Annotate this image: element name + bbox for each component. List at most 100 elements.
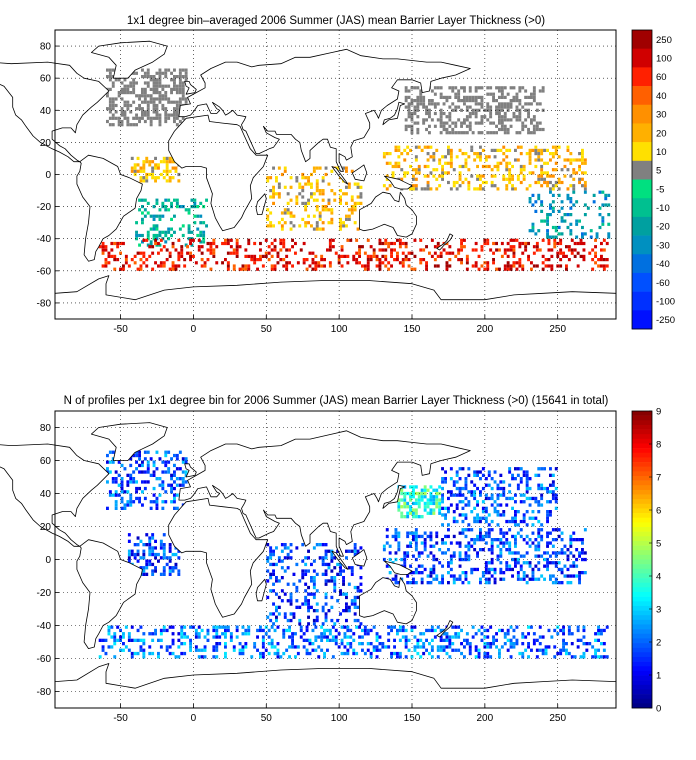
data-cell [403,501,407,506]
data-cell [136,536,140,540]
data-cell [412,168,415,172]
data-cell [467,541,471,545]
data-cell [445,651,449,656]
data-cell [493,184,497,188]
data-cell [124,625,128,629]
australia-outline [359,577,417,625]
data-cell [439,251,443,255]
data-cell [282,258,286,262]
colorbar-segment [632,633,652,639]
data-cell [393,248,396,252]
data-cell [294,645,297,649]
data-cell [447,152,450,156]
data-cell [170,490,173,494]
data-cell [461,581,465,585]
data-cell [444,534,447,539]
data-cell [480,121,484,125]
data-cell [221,625,224,629]
data-cell [304,599,308,603]
data-cell [554,581,558,585]
data-cell [581,538,584,542]
data-cell [127,632,131,636]
data-cell [512,254,516,258]
data-cell [282,628,286,633]
data-cell [540,168,544,172]
data-cell [505,155,509,159]
data-cell [123,110,127,114]
data-cell [448,95,452,99]
data-cell [409,164,412,169]
data-cell [553,628,557,633]
data-cell [531,567,535,572]
data-cell [581,235,584,239]
data-cell [289,211,293,215]
data-cell [480,95,484,99]
data-cell [178,227,182,231]
data-cell [202,240,206,244]
data-cell [554,152,558,156]
data-cell [355,651,359,656]
data-cell [317,645,321,649]
data-cell [422,651,426,656]
data-cell [516,523,520,527]
data-cell [534,577,538,581]
data-cell [499,551,503,555]
data-cell [154,628,157,633]
data-cell [330,189,334,193]
colorbar-segment [632,564,652,570]
data-cell [438,184,442,188]
data-cell [124,258,128,262]
data-cell [439,124,443,128]
data-cell [272,562,275,567]
data-cell [461,513,465,517]
data-cell [168,254,172,258]
data-cell [151,552,155,557]
data-cell [353,208,357,212]
data-cell [447,561,450,565]
data-cell [506,92,510,96]
data-cell [143,208,147,212]
data-cell [528,544,532,548]
data-cell [484,516,488,520]
data-cell [111,68,115,72]
data-cell [525,470,529,474]
data-cell [527,241,530,246]
data-cell [569,174,573,178]
data-cell [135,237,138,241]
data-cell [454,625,458,629]
data-cell [416,131,420,135]
data-cell [476,155,479,159]
data-cell [168,160,172,164]
data-cell [145,172,149,177]
data-cell [126,100,130,104]
data-cell [455,503,459,507]
data-cell [560,531,564,535]
data-cell [127,264,131,268]
data-cell [551,544,555,548]
data-cell [138,453,141,458]
data-cell [566,225,570,230]
data-cell [381,254,385,258]
data-cell [173,486,176,491]
data-cell [283,556,287,560]
data-cell [114,470,118,474]
data-cell [292,214,296,218]
data-cell [521,86,525,90]
data-cell [381,241,385,246]
data-cell [569,158,573,162]
data-cell [138,500,141,504]
data-cell [474,86,478,90]
data-cell [480,638,484,642]
data-cell [525,510,529,514]
data-cell [537,155,541,159]
data-cell [508,180,512,185]
data-cell [449,567,453,572]
data-cell [266,543,270,547]
data-cell [315,227,319,231]
colorbar-segment [632,420,652,426]
data-cell [155,503,159,507]
data-cell [159,628,163,633]
data-cell [180,632,184,636]
data-cell [310,576,313,580]
data-cell [304,208,308,212]
